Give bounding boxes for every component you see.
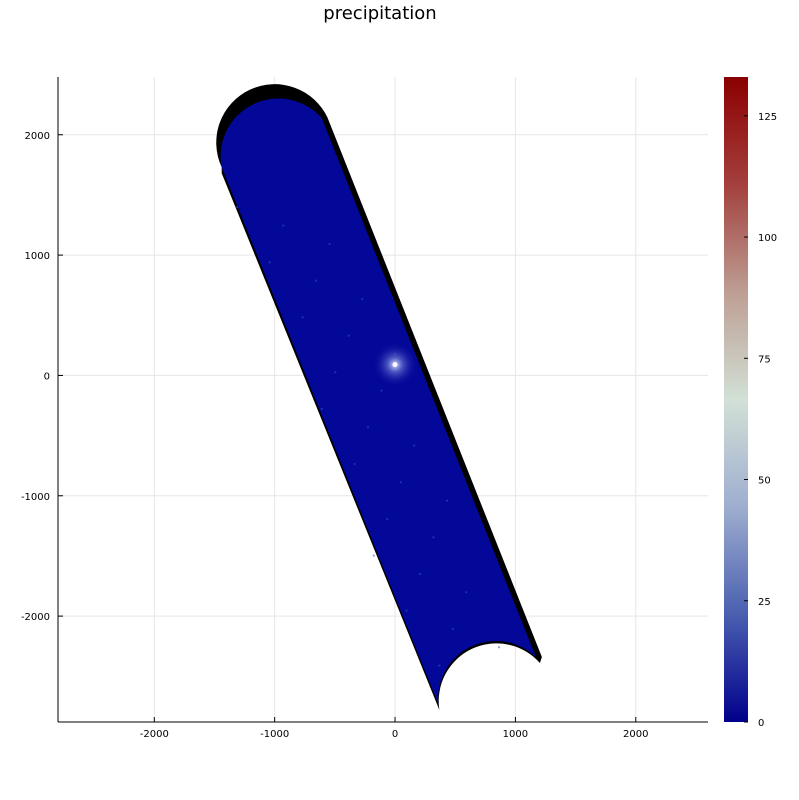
swath-speckle: [301, 316, 304, 319]
x-tick-label: 2000: [623, 729, 648, 740]
swath-speckle: [361, 297, 364, 301]
y-tick-label: 0: [44, 371, 50, 382]
swath-speckle: [372, 554, 375, 557]
colorbar-tick-label: 0: [758, 718, 764, 729]
colorbar: 0 25 50 75 100 125: [724, 77, 777, 729]
swath-speckle: [432, 536, 435, 539]
swath-speckle: [320, 407, 323, 411]
x-tick-label: -2000: [140, 729, 169, 740]
swath-speckle: [366, 426, 370, 429]
colorbar-tick-label: 50: [758, 476, 771, 487]
swath-speckle: [386, 517, 389, 521]
swath-speckle: [314, 279, 318, 282]
y-tick-label: -2000: [21, 612, 50, 623]
x-tick-label: 1000: [503, 729, 528, 740]
colorbar-tick-label: 25: [758, 597, 771, 608]
x-tick-label: -1000: [260, 729, 289, 740]
swath-speckle: [497, 646, 501, 649]
swath-speckle: [282, 224, 285, 227]
swath-body: [220, 98, 536, 704]
swath-speckle: [347, 334, 350, 337]
chart-title: precipitation: [323, 3, 436, 24]
colorbar-rect: [724, 77, 748, 722]
x-tick-label: 0: [392, 729, 398, 740]
axes: [57, 77, 708, 723]
swath-speckle: [268, 261, 271, 264]
colorbar-tick-label: 100: [758, 233, 777, 244]
swath-speckle: [328, 242, 331, 246]
y-tick-label: 2000: [25, 131, 50, 142]
x-tick-labels: -2000 -1000 0 1000 2000: [140, 729, 649, 740]
swath-speckle: [399, 481, 402, 484]
precipitation-swath: [216, 84, 542, 710]
y-tick-labels: 2000 1000 0 -1000 -2000: [21, 131, 50, 623]
swath-speckle: [413, 444, 416, 447]
y-tick-label: -1000: [21, 492, 50, 503]
swath-speckle: [405, 609, 408, 612]
swath-speckle: [334, 371, 337, 374]
swath-speckle: [451, 627, 454, 631]
y-tick-label: 1000: [25, 251, 50, 262]
swath-speckle: [380, 389, 383, 392]
swath-speckle: [418, 572, 422, 576]
swath-speckle: [353, 462, 356, 466]
swath-speckle: [445, 499, 449, 502]
colorbar-tick-label: 125: [758, 112, 777, 123]
swath-speckle: [465, 591, 468, 594]
swath-hotspot-core: [392, 362, 398, 368]
swath-speckle: [235, 206, 239, 209]
colorbar-tick-label: 75: [758, 354, 771, 365]
swath-speckle: [438, 664, 441, 667]
